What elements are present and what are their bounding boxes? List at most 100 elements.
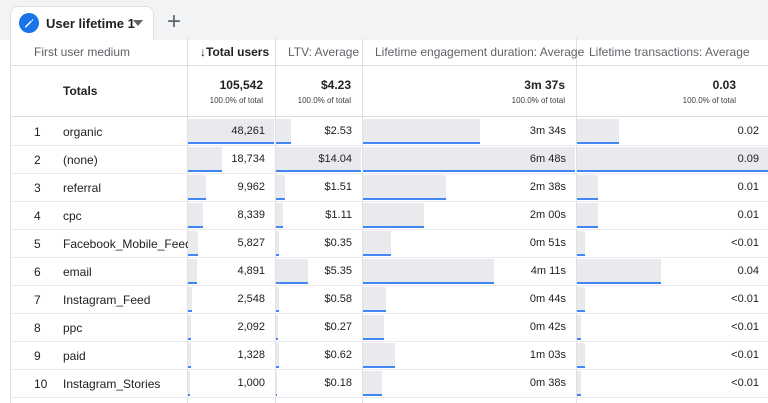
engagement-value: 0m 44s <box>529 293 566 305</box>
total-users-bar <box>188 119 274 144</box>
total-users-cell: 1,000 <box>188 370 275 398</box>
transactions-cell: <0.01 <box>577 314 768 342</box>
first-user-medium-cell[interactable]: ppc <box>63 321 83 335</box>
row-number: 6 <box>34 265 41 279</box>
first-user-medium-cell[interactable]: Instagram_Stories <box>63 377 161 391</box>
table-row[interactable]: 4 cpc 8,339 $1.11 2m 00s 0.01 <box>11 202 768 230</box>
total-users-cell: 2,548 <box>188 286 275 314</box>
row-number: 2 <box>34 153 41 167</box>
add-tab-button[interactable]: + <box>166 8 181 35</box>
total-users-bar <box>188 371 190 396</box>
total-users-value: 5,827 <box>237 237 265 249</box>
header-first-user-medium[interactable]: First user medium <box>34 45 131 59</box>
total-users-cell: 48,261 <box>188 118 275 146</box>
ltv-value: $0.35 <box>324 237 352 249</box>
ltv-value: $1.51 <box>324 181 352 193</box>
totals-users: 105,542 <box>219 78 263 92</box>
engagement-value: 4m 11s <box>530 265 566 277</box>
first-user-medium-cell[interactable]: Facebook_Mobile_Feed <box>63 237 192 251</box>
transactions-value: <0.01 <box>731 237 759 249</box>
row-number: 4 <box>34 209 41 223</box>
tab-user-lifetime[interactable]: User lifetime 1 <box>10 6 154 40</box>
total-users-cell: 8,339 <box>188 202 275 230</box>
row-number: 9 <box>34 349 41 363</box>
transactions-cell: <0.01 <box>577 230 768 258</box>
ltv-value: $14.04 <box>318 153 352 165</box>
transactions-bar <box>577 315 581 340</box>
transactions-value: <0.01 <box>731 293 759 305</box>
transactions-bar <box>577 175 598 200</box>
engagement-cell: 4m 11s <box>363 258 576 286</box>
ltv-bar <box>276 147 361 172</box>
total-users-value: 2,548 <box>237 293 265 305</box>
total-users-bar <box>188 343 191 368</box>
table-row[interactable]: 2 (none) 18,734 $14.04 6m 48s 0.09 <box>11 146 768 174</box>
total-users-value: 8,339 <box>237 209 265 221</box>
data-table: First user medium ↓Total users LTV: Aver… <box>10 38 768 403</box>
first-user-medium-cell[interactable]: organic <box>63 125 103 139</box>
row-number: 8 <box>34 321 41 335</box>
ltv-bar <box>276 203 283 228</box>
first-user-medium-cell[interactable]: (none) <box>63 153 98 167</box>
header-total-users[interactable]: ↓Total users <box>200 45 270 59</box>
table-row[interactable]: 7 Instagram_Feed 2,548 $0.58 0m 44s <0.01 <box>11 286 768 314</box>
transactions-bar <box>577 147 768 172</box>
header-engagement[interactable]: Lifetime engagement duration: Average <box>375 45 585 59</box>
column-divider <box>576 38 577 403</box>
transactions-value: <0.01 <box>731 321 759 333</box>
pencil-icon[interactable] <box>19 13 39 33</box>
first-user-medium-cell[interactable]: cpc <box>63 209 82 223</box>
total-users-cell: 2,092 <box>188 314 275 342</box>
first-user-medium-cell[interactable]: Instagram_Feed <box>63 293 151 307</box>
row-number: 10 <box>34 377 48 391</box>
total-users-value: 18,734 <box>231 153 265 165</box>
engagement-bar <box>363 371 382 396</box>
table-row[interactable]: 5 Facebook_Mobile_Feed 5,827 $0.35 0m 51s <0.… <box>11 230 768 258</box>
table-row[interactable]: 8 ppc 2,092 $0.27 0m 42s <0.01 <box>11 314 768 342</box>
ltv-bar <box>276 231 279 256</box>
engagement-value: 0m 42s <box>529 321 566 333</box>
engagement-cell: 1m 03s <box>363 342 576 370</box>
first-user-medium-cell[interactable]: email <box>63 265 92 279</box>
table-row[interactable]: 6 email 4,891 $5.35 4m 11s 0.04 <box>11 258 768 286</box>
total-users-value: 9,962 <box>237 181 265 193</box>
engagement-bar <box>363 203 424 228</box>
header-ltv[interactable]: LTV: Average <box>288 45 360 59</box>
table-row[interactable]: 1 organic 48,261 $2.53 3m 34s 0.02 <box>11 118 768 146</box>
ltv-value: $1.11 <box>325 209 352 221</box>
table-row[interactable]: 3 referral 9,962 $1.51 2m 38s 0.01 <box>11 174 768 202</box>
column-divider <box>187 38 188 403</box>
total-users-bar <box>188 259 197 284</box>
engagement-cell: 2m 00s <box>363 202 576 230</box>
report-tab-strip: User lifetime 1 + <box>0 0 768 40</box>
engagement-bar <box>363 259 494 284</box>
engagement-cell: 0m 51s <box>363 230 576 258</box>
engagement-cell: 0m 42s <box>363 314 576 342</box>
total-users-bar <box>188 175 206 200</box>
first-user-medium-cell[interactable]: paid <box>63 349 86 363</box>
header-transactions[interactable]: Lifetime transactions: Average <box>589 45 750 59</box>
table-row[interactable]: 10 Instagram_Stories 1,000 $0.18 0m 38s <0.01 <box>11 370 768 398</box>
table-row[interactable]: 9 paid 1,328 $0.62 1m 03s <0.01 <box>11 342 768 370</box>
transactions-bar <box>577 231 585 256</box>
totals-label: Totals <box>63 84 98 98</box>
totals-ltv: $4.23 <box>320 78 351 92</box>
engagement-cell: 6m 48s <box>363 146 576 174</box>
engagement-bar <box>363 231 391 256</box>
transactions-value: 0.01 <box>737 209 759 221</box>
total-users-bar <box>188 147 222 172</box>
caret-down-icon[interactable] <box>133 20 143 26</box>
transactions-bar <box>577 371 581 396</box>
row-number: 1 <box>34 125 41 139</box>
transactions-value: <0.01 <box>731 349 759 361</box>
engagement-value: 2m 00s <box>529 209 566 221</box>
totals-transactions-pct: 100.0% of total <box>682 96 736 105</box>
transactions-cell: <0.01 <box>577 286 768 314</box>
ltv-bar <box>276 315 278 340</box>
total-users-bar <box>188 203 203 228</box>
ltv-bar <box>276 259 308 284</box>
totals-engagement: 3m 37s <box>524 78 565 92</box>
transactions-bar <box>577 259 661 284</box>
transactions-bar <box>577 203 598 228</box>
first-user-medium-cell[interactable]: referral <box>63 181 102 195</box>
